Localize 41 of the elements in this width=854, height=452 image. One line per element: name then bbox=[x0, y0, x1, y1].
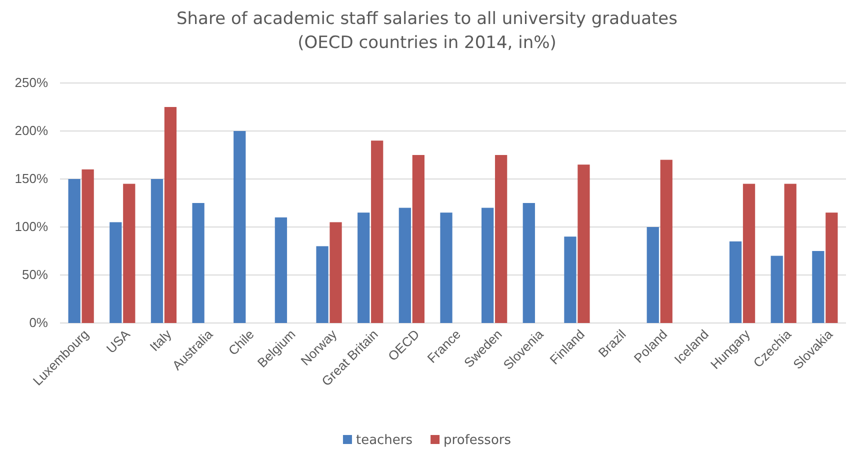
y-tick-label: 0% bbox=[29, 315, 48, 330]
bar bbox=[164, 107, 177, 323]
bar bbox=[578, 164, 590, 323]
x-tick-label: USA bbox=[103, 326, 134, 356]
bar bbox=[398, 208, 411, 323]
x-tick-label: Italy bbox=[146, 326, 175, 354]
bar bbox=[68, 179, 80, 323]
bar bbox=[192, 203, 204, 323]
bar bbox=[482, 208, 494, 323]
bar bbox=[564, 236, 576, 323]
bar bbox=[150, 179, 164, 323]
chart-subtitle: (OECD countries in 2014, in%) bbox=[298, 33, 556, 53]
bar bbox=[274, 217, 288, 323]
bar bbox=[82, 169, 94, 323]
y-tick-label: 250% bbox=[14, 75, 48, 90]
bar bbox=[495, 155, 508, 323]
y-tick-label: 100% bbox=[14, 219, 48, 234]
y-tick-label: 200% bbox=[14, 123, 48, 138]
bar bbox=[234, 131, 246, 323]
bar bbox=[316, 246, 328, 323]
bar bbox=[123, 184, 136, 323]
chart-title: Share of academic staff salaries to all university graduates bbox=[176, 9, 678, 29]
bar bbox=[660, 160, 672, 323]
bar bbox=[770, 256, 783, 323]
bar bbox=[440, 212, 452, 323]
bar bbox=[371, 140, 384, 323]
bar bbox=[646, 227, 659, 323]
bar bbox=[784, 184, 796, 323]
legend-label: professors bbox=[444, 433, 512, 448]
bar bbox=[826, 212, 838, 323]
bar bbox=[729, 241, 742, 323]
bar bbox=[412, 155, 424, 323]
y-tick-label: 50% bbox=[22, 267, 48, 282]
bar bbox=[742, 184, 756, 323]
legend-label: teachers bbox=[356, 433, 413, 448]
bar bbox=[358, 212, 370, 323]
bar bbox=[812, 251, 824, 323]
bar bbox=[522, 203, 535, 323]
bar bbox=[330, 222, 342, 323]
bar bbox=[110, 222, 122, 323]
y-tick-label: 150% bbox=[14, 171, 48, 186]
